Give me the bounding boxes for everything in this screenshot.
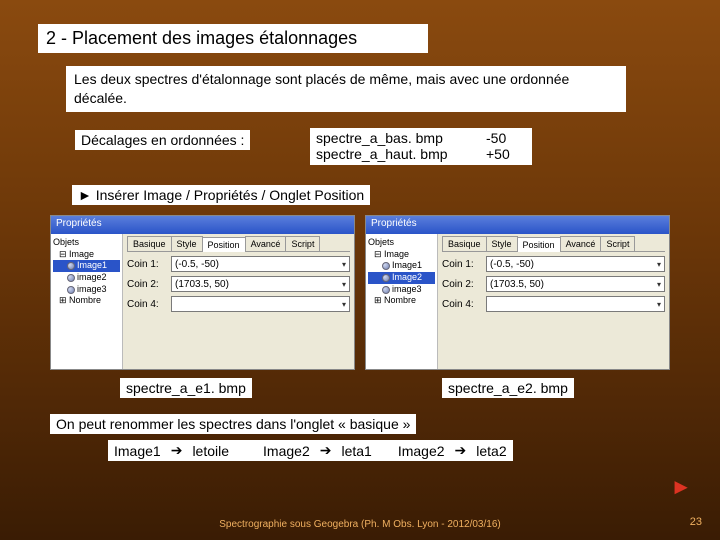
panel-titlebar: Propriétés [366,216,669,234]
caption-right: spectre_a_e2. bmp [442,378,574,398]
tab-basic[interactable]: Basique [442,236,487,251]
instruction-text: ► Insérer Image / Propriétés / Onglet Po… [72,185,370,205]
node-icon [382,262,390,270]
tree-group[interactable]: ⊟ Image [368,249,435,261]
chevron-down-icon[interactable]: ▾ [657,300,661,309]
tree-root[interactable]: Objets [53,237,120,249]
tree-item[interactable]: Image1 [53,260,120,272]
field-label: Coin 1: [127,259,171,270]
properties-form: Basique Style Position Avancé Script Coi… [123,234,354,369]
next-slide-arrow[interactable]: ► [670,474,692,500]
tab-advanced[interactable]: Avancé [245,236,287,251]
field-label: Coin 2: [442,279,486,290]
panel-titlebar: Propriétés [51,216,354,234]
chevron-down-icon[interactable]: ▾ [657,260,661,269]
tab-script[interactable]: Script [600,236,635,251]
node-icon [67,274,75,282]
object-tree[interactable]: Objets ⊟ Image Image1 image2 image3 ⊞ No… [51,234,123,369]
corner4-input[interactable]: ▾ [486,296,665,312]
rename-to: leta1 [341,443,371,459]
tree-item[interactable]: image2 [53,272,120,284]
rename-from: Image1 [114,443,161,459]
rename-from: Image2 [263,443,310,459]
tree-item[interactable]: image3 [53,284,120,296]
tab-bar: Basique Style Position Avancé Script [127,236,350,252]
offset-table: spectre_a_bas. bmp -50 spectre_a_haut. b… [310,128,532,165]
tab-script[interactable]: Script [285,236,320,251]
properties-form: Basique Style Position Avancé Script Coi… [438,234,669,369]
tree-group[interactable]: ⊟ Image [53,249,120,261]
tab-position[interactable]: Position [202,237,246,252]
chevron-down-icon[interactable]: ▾ [342,280,346,289]
arrow-right-icon: ➔ [320,442,332,459]
spec-file: spectre_a_haut. bmp [316,146,486,162]
properties-panel-left: Propriétés Objets ⊟ Image Image1 image2 … [50,215,355,370]
corner1-input[interactable]: (-0.5, -50)▾ [486,256,665,272]
offset-label: Décalages en ordonnées : [75,130,250,150]
tab-position[interactable]: Position [517,237,561,252]
intro-text: Les deux spectres d'étalonnage sont plac… [66,66,626,112]
chevron-down-icon[interactable]: ▾ [657,280,661,289]
tab-style[interactable]: Style [486,236,518,251]
caption-left: spectre_a_e1. bmp [120,378,252,398]
rename-mapping: Image1 ➔ letoile Image2 ➔ leta1 Image2 ➔… [108,440,513,461]
tree-root[interactable]: Objets [368,237,435,249]
field-label: Coin 4: [442,299,486,310]
field-label: Coin 1: [442,259,486,270]
arrow-right-icon: ➔ [455,442,467,459]
node-icon [67,286,75,294]
chevron-down-icon[interactable]: ▾ [342,300,346,309]
corner4-input[interactable]: ▾ [171,296,350,312]
tree-group[interactable]: ⊞ Nombre [368,295,435,307]
tree-item[interactable]: Image1 [368,260,435,272]
corner1-input[interactable]: (-0.5, -50)▾ [171,256,350,272]
node-icon [382,274,390,282]
corner2-input[interactable]: (1703.5, 50)▾ [486,276,665,292]
corner2-input[interactable]: (1703.5, 50)▾ [171,276,350,292]
arrow-right-icon: ➔ [171,442,183,459]
page-number: 23 [690,516,702,528]
rename-to: letoile [192,443,229,459]
chevron-down-icon[interactable]: ▾ [342,260,346,269]
node-icon [382,286,390,294]
spec-file: spectre_a_bas. bmp [316,130,486,146]
tab-basic[interactable]: Basique [127,236,172,251]
tab-bar: Basique Style Position Avancé Script [442,236,665,252]
object-tree[interactable]: Objets ⊟ Image Image1 Image2 image3 ⊞ No… [366,234,438,369]
node-icon [67,262,75,270]
tree-item[interactable]: image3 [368,284,435,296]
tab-style[interactable]: Style [171,236,203,251]
spec-offset: +50 [486,146,526,162]
slide-title: 2 - Placement des images étalonnages [38,24,428,53]
footer-text: Spectrographie sous Geogebra (Ph. M Obs.… [0,519,720,530]
rename-to: leta2 [476,443,506,459]
spec-offset: -50 [486,130,526,146]
tab-advanced[interactable]: Avancé [560,236,602,251]
properties-panel-right: Propriétés Objets ⊟ Image Image1 Image2 … [365,215,670,370]
rename-note: On peut renommer les spectres dans l'ong… [50,414,416,434]
field-label: Coin 4: [127,299,171,310]
tree-item[interactable]: Image2 [368,272,435,284]
tree-group[interactable]: ⊞ Nombre [53,295,120,307]
field-label: Coin 2: [127,279,171,290]
rename-from: Image2 [398,443,445,459]
